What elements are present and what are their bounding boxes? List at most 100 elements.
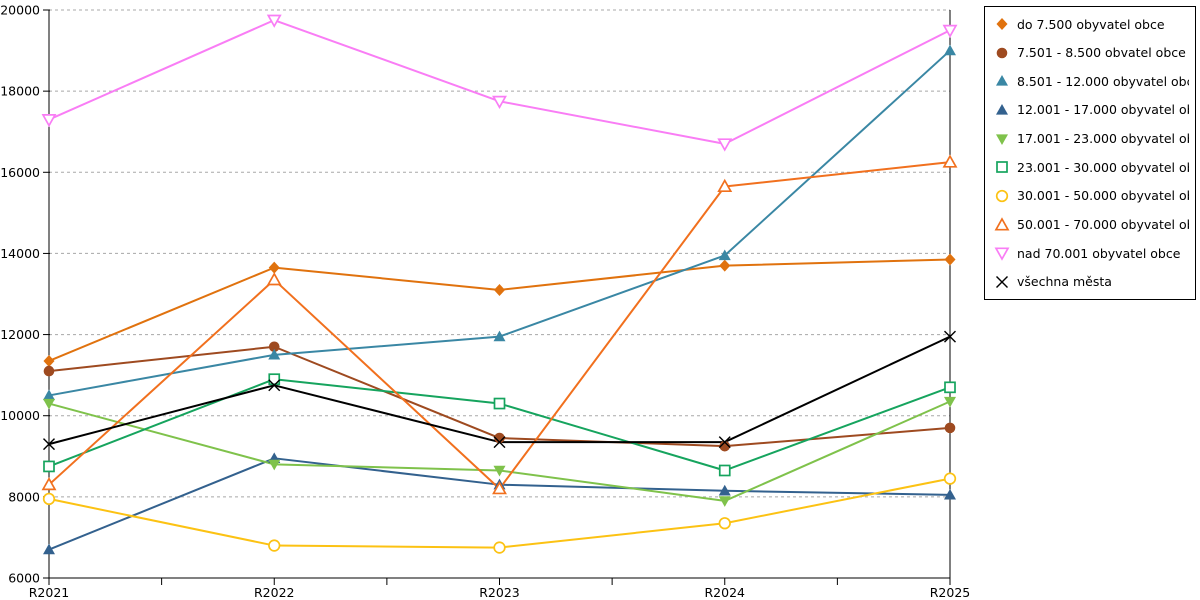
x-tick-label: R2022	[254, 585, 295, 600]
legend-item: 17.001 - 23.000 obyvatel obc...	[994, 131, 1189, 147]
series-marker	[995, 189, 1009, 203]
series-marker	[719, 440, 731, 452]
legend-item: 30.001 - 50.000 obyvatel obc...	[994, 188, 1189, 204]
series-marker	[717, 138, 733, 152]
series-marker	[268, 373, 281, 386]
x-tick-label: R2024	[705, 585, 746, 600]
legend-label: 30.001 - 50.000 obyvatel obc...	[1017, 188, 1189, 204]
series-marker	[493, 465, 506, 477]
series-line	[48, 19, 951, 145]
series-marker	[493, 283, 506, 296]
series-marker	[944, 44, 956, 56]
series-marker	[43, 438, 55, 451]
series-marker	[944, 488, 956, 500]
series-marker	[266, 14, 282, 28]
series-line	[48, 335, 951, 446]
series-marker	[719, 259, 731, 272]
y-tick-label: 6000	[8, 571, 40, 586]
legend-triangle-up-marker-icon	[996, 103, 1008, 115]
x-tick-label: R2025	[930, 585, 971, 600]
series-marker	[994, 247, 1010, 261]
legend-item: 7.501 - 8.500 obvatel obce	[994, 45, 1189, 61]
series-marker	[944, 422, 956, 434]
series-marker	[492, 95, 507, 110]
y-tick-label: 8000	[8, 489, 40, 504]
series-marker	[994, 216, 1010, 231]
series-marker	[717, 178, 733, 193]
legend-label: nad 70.001 obyvatel obce	[1017, 245, 1181, 261]
series-marker	[41, 476, 57, 491]
x-tick-label: R2021	[29, 585, 70, 600]
series-marker	[41, 114, 57, 128]
y-tick-label: 20000	[0, 3, 40, 18]
series-marker	[268, 348, 281, 360]
series-marker	[944, 253, 956, 266]
legend-triangle-down-marker-icon	[996, 133, 1008, 145]
y-tick-label: 18000	[0, 84, 40, 99]
y-tick-label: 10000	[0, 408, 40, 423]
legend-label: 8.501 - 12.000 obyvatel obce	[1017, 73, 1189, 89]
series-marker	[493, 330, 506, 342]
series-marker	[718, 464, 731, 477]
legend-circle-marker-icon	[996, 47, 1008, 58]
series-marker	[43, 460, 55, 473]
series-marker	[996, 18, 1008, 30]
series-marker	[996, 47, 1008, 58]
series-marker	[996, 275, 1008, 288]
series-marker	[268, 261, 280, 274]
series-marker	[493, 397, 506, 410]
series-marker	[43, 389, 55, 401]
legend-label: do 7.500 obyvatel obce	[1017, 16, 1165, 32]
legend-diamond-marker-icon	[996, 18, 1008, 30]
legend-label: 50.001 - 70.000 obyvatel obc...	[1017, 217, 1189, 233]
legend-label: 7.501 - 8.500 obvatel obce	[1017, 45, 1186, 61]
line-chart-svg: 6000 8000 10000 12000 14000 16000 18000 20000 R2…	[0, 3, 971, 600]
series-marker	[494, 432, 505, 444]
legend-label: 12.001 - 17.000 obyvatel obc...	[1017, 102, 1189, 118]
legend-triangle-up-marker-icon	[996, 75, 1008, 86]
series-marker	[943, 472, 957, 485]
series-marker	[718, 249, 731, 261]
series-marker	[492, 481, 507, 495]
x-tick-label: R2023	[479, 585, 520, 600]
series-marker	[942, 154, 958, 168]
series-marker	[43, 365, 55, 377]
series-line	[48, 258, 951, 362]
series-line	[48, 378, 951, 472]
legend-item: 8.501 - 12.000 obyvatel obce	[994, 73, 1189, 89]
legend-item: 12.001 - 17.000 obyvatel obc...	[994, 102, 1189, 118]
legend-label: všechna města	[1017, 274, 1112, 290]
legend: do 7.500 obyvatel obce 7.501 - 8.500 obva…	[984, 6, 1196, 300]
series-marker	[268, 459, 281, 471]
legend-triangle-down-open-marker-icon	[994, 247, 1010, 261]
legend-item: do 7.500 obyvatel obce	[994, 16, 1189, 32]
series-marker	[944, 396, 956, 408]
series-marker	[718, 517, 731, 530]
legend-label: 23.001 - 30.000 obyvatel obc...	[1017, 159, 1189, 175]
y-tick-label: 12000	[0, 327, 40, 342]
series-marker	[718, 436, 731, 449]
series-marker	[268, 379, 281, 392]
series-marker	[944, 381, 956, 394]
series-marker	[42, 492, 56, 506]
series-marker	[718, 484, 731, 496]
legend-square-open-marker-icon	[996, 161, 1008, 174]
legend-triangle-up-open-marker-icon	[994, 216, 1010, 231]
legend-label: 17.001 - 23.000 obyvatel obc...	[1017, 131, 1189, 147]
series-marker	[996, 161, 1008, 174]
legend-circle-open-marker-icon	[995, 189, 1009, 203]
series-marker	[43, 354, 55, 367]
series-marker	[996, 103, 1008, 115]
series-marker	[493, 436, 506, 449]
series-marker	[268, 341, 280, 353]
series-marker	[493, 541, 506, 554]
legend-item: všechna města	[994, 274, 1189, 290]
series-marker	[43, 398, 55, 410]
legend-item: 50.001 - 70.000 obyvatel obc...	[994, 216, 1189, 233]
series-marker	[996, 133, 1008, 145]
series-marker	[718, 496, 731, 507]
series-marker	[43, 543, 55, 555]
series-marker	[266, 272, 282, 286]
legend-item: nad 70.001 obyvatel obce	[994, 245, 1189, 261]
